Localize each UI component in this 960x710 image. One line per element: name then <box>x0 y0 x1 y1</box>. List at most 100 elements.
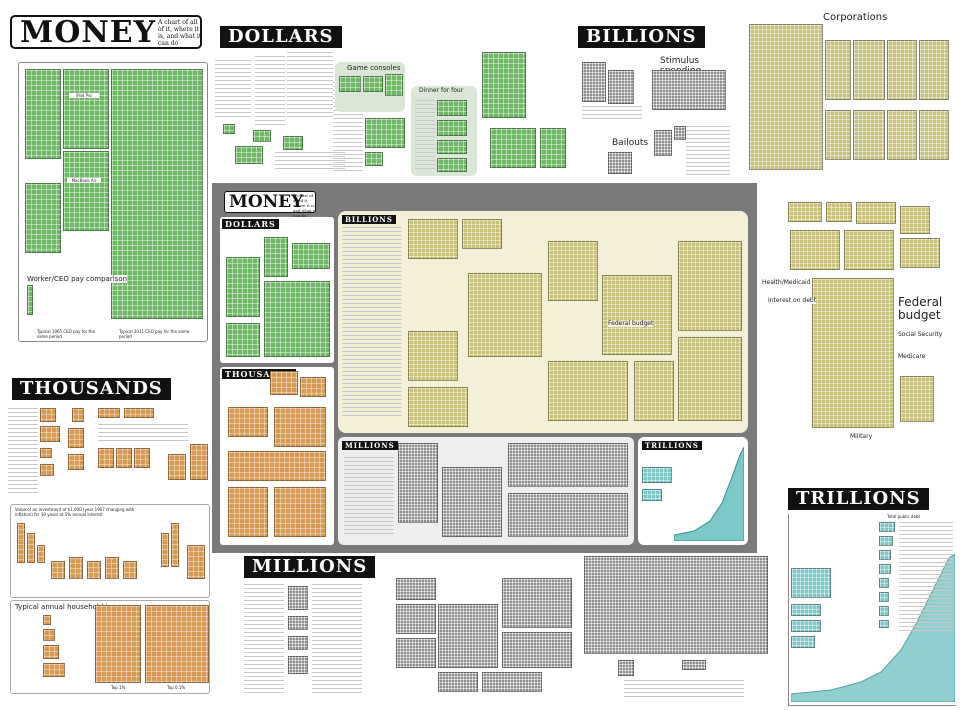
dollars-text-b <box>255 56 285 126</box>
grid-th-1 <box>40 408 56 422</box>
grid-dollars-right-2 <box>490 128 536 168</box>
grid-income-top01 <box>145 605 209 683</box>
budget-ss-label: Social Security <box>898 331 943 338</box>
inset-grid-b5 <box>548 241 598 301</box>
grid-income-1 <box>43 615 51 625</box>
game-consoles-label: Game consoles <box>347 64 401 72</box>
grid-stimulus-3 <box>652 70 726 110</box>
grid-console-2 <box>363 76 383 92</box>
label-macbook: MacBook Air <box>67 178 101 183</box>
dinner-label: Dinner for four <box>419 87 464 94</box>
federal-budget-panel: Federal budget Health/Medicaid Interest … <box>760 196 956 458</box>
millions-panel-middle <box>366 556 576 706</box>
grid-tril-7 <box>879 606 889 616</box>
dollars-text-c <box>287 52 333 118</box>
millions-text-c <box>624 680 744 700</box>
grid-budget-main <box>812 278 894 428</box>
grid-walmart <box>919 40 949 100</box>
budget-health-label: Health/Medicaid <box>762 279 811 286</box>
grid-budget-top-2 <box>826 202 852 222</box>
inset-label-millions: MILLIONS <box>342 441 398 450</box>
grid-tril-5 <box>879 578 889 588</box>
grid-th-8 <box>98 408 120 418</box>
grid-dollars-6 <box>365 152 383 166</box>
inset-grid-d1 <box>226 257 260 317</box>
dollars-panel-middle: Game consoles Dinner for four <box>215 52 477 177</box>
inset-thousands: THOUSANDS <box>220 367 334 545</box>
investment-panel: Value of an investment of $1,000 (year 1… <box>10 504 210 598</box>
income-top1-label: Top 1% <box>111 685 126 690</box>
grid-tril-6 <box>879 592 889 602</box>
inset-grid-tr1 <box>642 467 672 483</box>
millions-text-b <box>312 584 362 694</box>
grid-budget-top-3 <box>856 202 896 224</box>
grid-inv-2 <box>27 533 35 563</box>
inset-grid-b7 <box>634 361 674 421</box>
section-label-millions: MILLIONS <box>244 556 376 578</box>
inset-grid-tr2 <box>642 489 662 501</box>
grid-google <box>825 40 851 100</box>
section-label-trillions: TRILLIONS <box>788 488 929 510</box>
grid-inv-8 <box>123 561 137 579</box>
grid-wells <box>887 110 917 160</box>
grid-th-11 <box>116 448 132 468</box>
grid-microsoft <box>887 40 917 100</box>
grid-ipad-pro <box>63 69 109 149</box>
grid-macbook <box>63 151 109 231</box>
inset-grid-b-fed <box>602 275 672 355</box>
grid-dollars-5 <box>365 118 405 148</box>
grid-mil-14 <box>682 660 706 670</box>
grid-tril-1 <box>879 522 895 532</box>
grid-th-5 <box>72 408 84 422</box>
inset-label-thousands: THOUSANDS <box>222 369 297 379</box>
grid-budget-top-1 <box>788 202 822 222</box>
inset-grid-b3 <box>408 331 458 381</box>
grid-income-2 <box>43 629 55 641</box>
inset-label-billions: BILLIONS <box>342 215 396 224</box>
masthead: MONEY A chart of all of it, where it is,… <box>10 15 202 49</box>
dollars-panel-left: iPad Pro MacBook Air Worker/CEO pay comp… <box>18 62 208 342</box>
grid-tril-mid-2 <box>791 620 821 632</box>
grid-apple <box>749 24 823 170</box>
grid-stimulus-2 <box>608 70 634 104</box>
inset-grid-b8 <box>678 241 742 331</box>
grid-budget-mid-3 <box>900 238 940 268</box>
grid-inv-5 <box>69 557 83 579</box>
grid-tril-2 <box>879 536 893 546</box>
inset-label-dollars: DOLLARS <box>222 219 279 229</box>
inset-grid-b-household <box>468 273 542 357</box>
grid-inv-6 <box>87 561 101 579</box>
grid-inv-10 <box>171 523 179 567</box>
grid-bailout-2 <box>674 126 686 140</box>
grid-mil-7 <box>396 638 436 668</box>
bailouts-panel: Bailouts <box>578 124 733 180</box>
inset-grid-t4 <box>274 407 326 447</box>
dollars-text-a <box>215 60 251 120</box>
trillions-text <box>899 522 953 634</box>
inset-grid-b4 <box>408 387 468 427</box>
inset-millions: MILLIONS <box>338 437 634 545</box>
budget-interest-label: Interest on debt <box>768 297 817 304</box>
inset-billions-text-a <box>342 227 402 417</box>
grid-china-mobile <box>853 110 885 160</box>
grid-income-4 <box>43 663 65 677</box>
grid-bofa <box>825 110 851 160</box>
grid-ipad-data <box>25 69 61 159</box>
grid-macbook-basic <box>25 183 61 253</box>
section-label-billions: BILLIONS <box>578 26 705 48</box>
household-income-label: Typical annual household income <box>15 603 132 611</box>
grid-bailout-1 <box>654 130 672 156</box>
inset-grid-t5 <box>228 451 326 481</box>
label-ceo-2011: Typical 2011 CEO pay for the same period <box>119 329 190 339</box>
grid-inv-7 <box>105 557 119 579</box>
dinner-for-four-panel: Dinner for four <box>411 86 477 176</box>
grid-mil-2 <box>288 616 308 630</box>
inset-grid-d3 <box>292 243 330 269</box>
grid-mil-12 <box>482 672 542 692</box>
inset-grid-d2 <box>264 237 288 277</box>
game-consoles-panel: Game consoles <box>335 62 405 112</box>
grid-console-3 <box>385 74 403 96</box>
grid-dinner-3 <box>437 140 467 154</box>
thousands-text-a <box>8 408 38 494</box>
investment-note: Value of an investment of $1,000 (year 1… <box>15 507 135 517</box>
